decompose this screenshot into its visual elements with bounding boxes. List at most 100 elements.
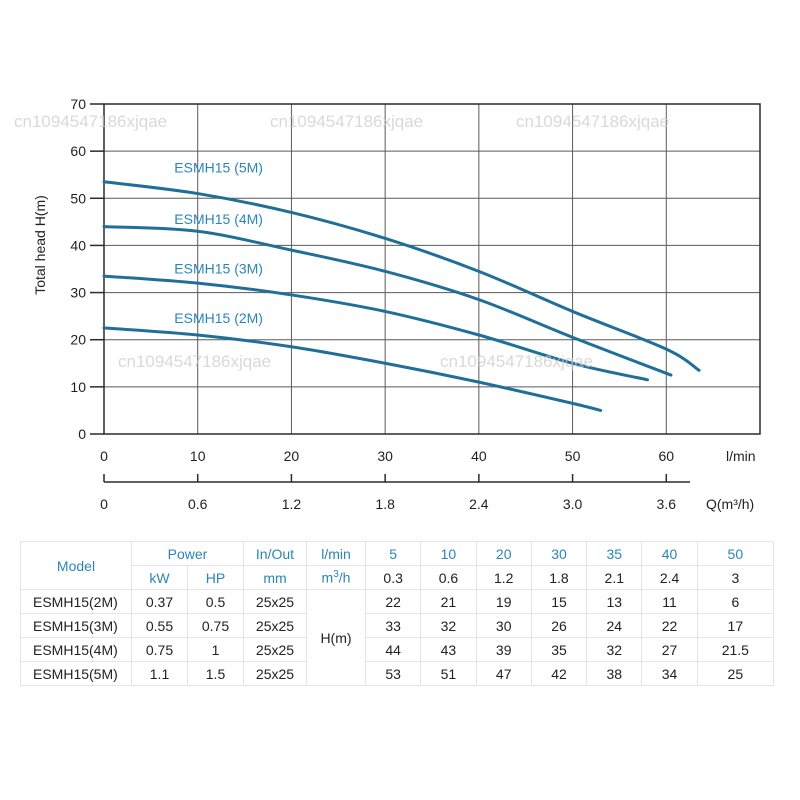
head-value-cell: 53 — [364, 661, 422, 686]
flow-lpm-cell: 35 — [586, 541, 643, 566]
table-row: ESMH15(5M) 1.1 1.5 25x25 53 51 47 42 38 34 25 — [20, 661, 775, 686]
pump-spec-table: Model Power In/Out l/min 5 10 20 30 35 4… — [20, 541, 775, 686]
head-value-cell: 27 — [641, 637, 698, 662]
head-value-cell: 26 — [530, 613, 588, 638]
secondary-x-axis-label: Q(m³/h) — [706, 496, 754, 512]
head-value-cell: 25 — [696, 661, 775, 686]
x-tick-label: 50 — [565, 448, 581, 464]
x2-tick-label: 0.6 — [188, 496, 208, 512]
power-header: Power — [131, 541, 244, 566]
x-tick-label: 10 — [190, 448, 206, 464]
inout-cell: 25x25 — [243, 637, 307, 662]
head-value-cell: 32 — [586, 637, 643, 662]
watermark-text: cn1094547186xjqae — [118, 352, 271, 371]
model-header: Model — [20, 541, 132, 590]
model-cell: ESMH15(3M) — [20, 613, 132, 638]
table-row: ESMH15(4M) 0.75 1 25x25 44 43 39 35 32 27 21.5 — [20, 637, 775, 662]
head-value-cell: 22 — [641, 613, 698, 638]
x2-tick-label: 1.2 — [282, 496, 302, 512]
model-cell: ESMH15(4M) — [20, 637, 132, 662]
series-label: ESMH15 (2M) — [174, 310, 263, 326]
head-value-cell: 47 — [475, 661, 532, 686]
head-value-cell: 33 — [364, 613, 422, 638]
flow-m3h-cell: 0.3 — [364, 565, 422, 590]
y-tick-label: 60 — [70, 143, 86, 159]
x2-tick-label: 3.6 — [657, 496, 677, 512]
kw-cell: 0.37 — [131, 589, 188, 614]
flow-lpm-cell: 30 — [530, 541, 588, 566]
kw-cell: 0.75 — [131, 637, 188, 662]
flow-lpm-cell: 10 — [420, 541, 477, 566]
table-row: ESMH15(3M) 0.55 0.75 25x25 33 32 30 26 24 22 17 — [20, 613, 775, 638]
flow-m3h-cell: 2.4 — [641, 565, 698, 590]
y-tick-label: 40 — [70, 237, 86, 253]
inout-cell: 25x25 — [243, 661, 307, 686]
series-line — [102, 225, 673, 377]
head-value-cell: 30 — [475, 613, 532, 638]
flow-lpm-cell: 5 — [364, 541, 422, 566]
inout-cell: 25x25 — [243, 589, 307, 614]
watermark-text: cn1094547186xjqae — [516, 112, 669, 131]
hp-cell: 0.5 — [187, 589, 244, 614]
head-value-cell: 22 — [364, 589, 422, 614]
head-value-cell: 19 — [475, 589, 532, 614]
head-value-cell: 11 — [641, 589, 698, 614]
flow-m3h-cell: 1.2 — [475, 565, 532, 590]
x-tick-label: 30 — [377, 448, 393, 464]
head-value-cell: 38 — [586, 661, 643, 686]
head-value-cell: 6 — [696, 589, 775, 614]
head-value-cell: 42 — [530, 661, 588, 686]
x-tick-label: 0 — [100, 448, 108, 464]
y-tick-label: 70 — [70, 96, 86, 112]
flow-m3h-cell: 1.8 — [530, 565, 588, 590]
head-value-cell: 43 — [420, 637, 477, 662]
series-line — [102, 274, 650, 382]
x2-tick-label: 1.8 — [375, 496, 395, 512]
x2-tick-label: 2.4 — [469, 496, 489, 512]
head-value-cell: 24 — [586, 613, 643, 638]
pump-curve-chart: 0 10 20 30 40 50 60 70 0 10 20 30 40 50 60 ESMH15 (5M)… — [14, 96, 761, 512]
hp-header: HP — [187, 565, 244, 590]
head-value-cell: 34 — [641, 661, 698, 686]
flow-m3h-cell: 2.1 — [586, 565, 643, 590]
x-tick-label: 60 — [658, 448, 674, 464]
x-tick-label: 40 — [471, 448, 487, 464]
y-tick-label: 50 — [70, 190, 86, 206]
y-tick-label: 20 — [70, 332, 86, 348]
head-value-cell: 17 — [696, 613, 775, 638]
head-unit-cell: H(m) — [306, 589, 366, 686]
flow-lpm-cell: 50 — [696, 541, 775, 566]
series-label: ESMH15 (4M) — [174, 211, 263, 227]
watermark-text: cn1094547186xjqae — [440, 352, 593, 371]
x2-tick-label: 0 — [100, 496, 108, 512]
series-label: ESMH15 (5M) — [174, 159, 263, 175]
flow-m3h-cell: 3 — [696, 565, 775, 590]
y-axis-label: Total head H(m) — [32, 195, 48, 295]
kw-header: kW — [131, 565, 188, 590]
y-tick-label: 30 — [70, 285, 86, 301]
inout-header: In/Out — [243, 541, 307, 566]
hp-cell: 1 — [187, 637, 244, 662]
x-tick-label: 20 — [284, 448, 300, 464]
head-value-cell: 21.5 — [696, 637, 775, 662]
series-label: ESMH15 (3M) — [174, 261, 263, 277]
watermark-text: cn1094547186xjqae — [270, 112, 423, 131]
hp-cell: 0.75 — [187, 613, 244, 638]
head-value-cell: 39 — [475, 637, 532, 662]
head-value-cell: 21 — [420, 589, 477, 614]
flow-m3h-cell: 0.6 — [420, 565, 477, 590]
model-cell: ESMH15(5M) — [20, 661, 132, 686]
flow-lpm-cell: 40 — [641, 541, 698, 566]
plot-frame — [103, 103, 761, 435]
series-line — [102, 180, 701, 372]
x2-tick-label: 3.0 — [563, 496, 583, 512]
flow-lpm-cell: 20 — [475, 541, 532, 566]
kw-cell: 1.1 — [131, 661, 188, 686]
flow-lpm-header: l/min — [306, 541, 366, 566]
head-value-cell: 13 — [586, 589, 643, 614]
head-value-cell: 44 — [364, 637, 422, 662]
table-row: ESMH15(2M) 0.37 0.5 25x25 H(m) 22 21 19 15 13 11 6 — [20, 589, 775, 686]
hp-cell: 1.5 — [187, 661, 244, 686]
head-value-cell: 35 — [530, 637, 588, 662]
kw-cell: 0.55 — [131, 613, 188, 638]
